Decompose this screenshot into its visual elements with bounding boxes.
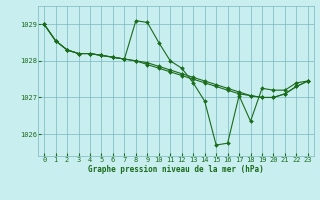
X-axis label: Graphe pression niveau de la mer (hPa): Graphe pression niveau de la mer (hPa): [88, 165, 264, 174]
